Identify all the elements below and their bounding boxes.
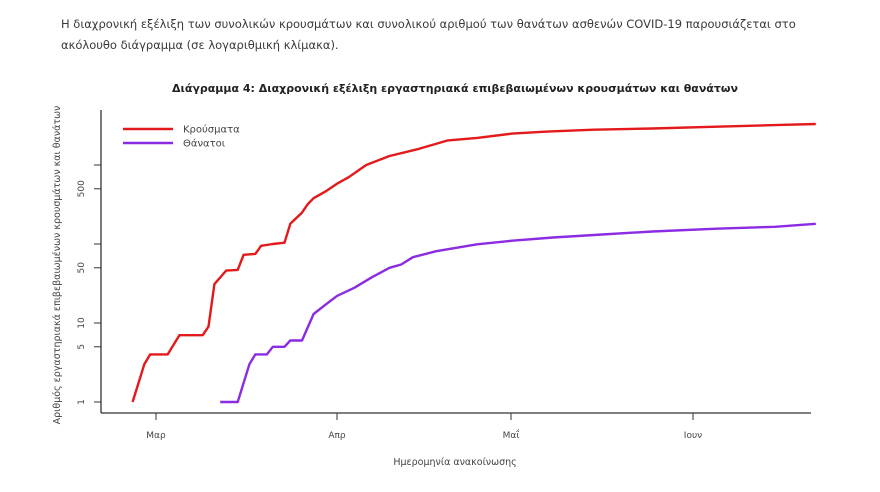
legend-label: Κρούσματα	[183, 124, 240, 136]
cases-line	[131, 122, 816, 403]
y-tick-label: 500	[77, 180, 87, 197]
x-tick-label: Ιουν	[684, 431, 702, 441]
y-tick-label: 1	[77, 399, 87, 405]
chart-title: Διάγραμμα 4: Διαχρονική εξέλιξη εργαστηρ…	[172, 82, 738, 95]
intro-paragraph: Η διαχρονική εξέλιξη των συνολικών κρουσ…	[61, 17, 796, 52]
axes: 1 5 10 50 500 Μαρ Απρ Μαΐ Ιουν	[77, 110, 811, 441]
y-tick-label: 5	[77, 344, 87, 350]
legend-label: Θάνατοι	[183, 138, 226, 150]
y-tick-label: 50	[77, 262, 87, 274]
legend: Κρούσματα Θάνατοι	[123, 124, 240, 150]
x-tick-label: Μαρ	[146, 431, 166, 441]
plot-lines	[131, 122, 816, 404]
y-axis-label: Αριθμός εργαστηριακά επιβεβαιωμένων κρου…	[52, 106, 63, 425]
x-axis-label: Ημερομηνία ανακοίνωσης	[393, 457, 516, 468]
x-tick-label: Απρ	[328, 431, 346, 441]
deaths-line	[220, 222, 816, 404]
x-tick-label: Μαΐ	[503, 429, 520, 441]
y-tick-label: 10	[77, 317, 87, 329]
